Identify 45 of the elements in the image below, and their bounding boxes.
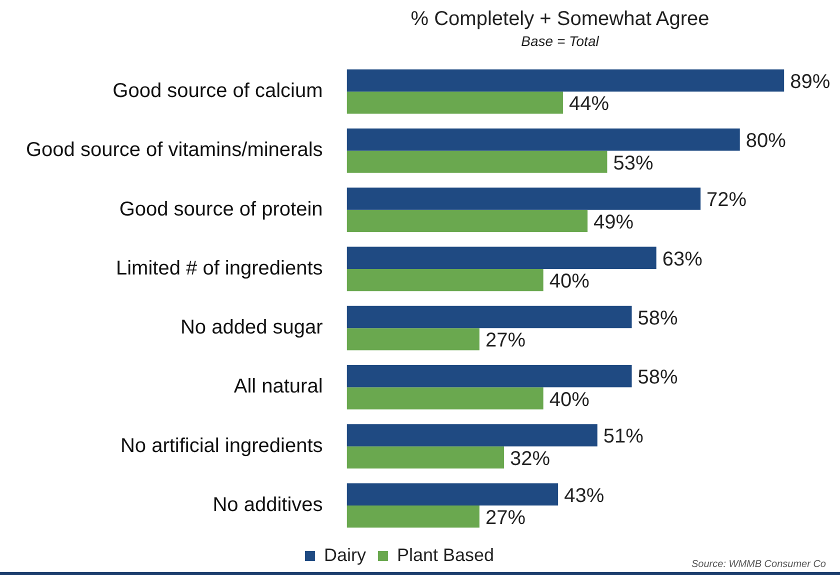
y-tick-label: No additives (212, 494, 323, 516)
bar (346, 128, 740, 151)
data-label: 40% (549, 270, 590, 293)
bar (346, 328, 480, 350)
bar (346, 268, 544, 292)
legend-label: Plant Based (396, 544, 494, 565)
bar (346, 210, 588, 232)
bar (346, 188, 701, 210)
source-note: Source: WMMB Consumer Co (692, 559, 826, 570)
bar (346, 150, 608, 173)
data-label: 40% (549, 388, 590, 411)
data-label: 58% (638, 307, 678, 330)
data-label: 58% (638, 366, 678, 389)
data-label: 53% (613, 152, 654, 174)
legend-label: Dairy (324, 544, 366, 565)
y-tick-label: Limited # of ingredients (116, 257, 323, 280)
bar (346, 69, 784, 92)
y-tick-label: All natural (234, 376, 323, 398)
y-tick-label: Good source of calcium (112, 80, 323, 102)
data-label: 49% (594, 211, 634, 234)
data-label: 44% (568, 93, 610, 116)
bar (346, 387, 544, 410)
y-tick-label: Good source of vitamins/minerals (26, 139, 323, 162)
chart-subtitle: Base = Total (520, 33, 600, 49)
bar (346, 483, 558, 506)
data-label: 51% (603, 426, 644, 448)
data-label: 63% (662, 248, 703, 270)
data-label: 27% (485, 507, 526, 530)
bar (346, 92, 563, 114)
bar (346, 446, 504, 468)
data-label: 72% (706, 189, 747, 212)
data-label: 32% (510, 448, 550, 470)
y-tick-label: No added sugar (180, 316, 324, 339)
data-label: 27% (485, 330, 526, 352)
data-label: 80% (746, 130, 786, 152)
bar (346, 505, 480, 528)
bar (346, 424, 598, 446)
bar (346, 246, 656, 269)
y-tick-label: Good source of protein (119, 198, 323, 220)
bar (346, 365, 632, 388)
bar (346, 306, 632, 328)
y-tick-label: No artificial ingredients (120, 434, 323, 457)
chart-title: % Completely + Somewhat Agree (410, 8, 710, 31)
data-label: 43% (564, 484, 604, 507)
data-label: 89% (790, 70, 830, 93)
